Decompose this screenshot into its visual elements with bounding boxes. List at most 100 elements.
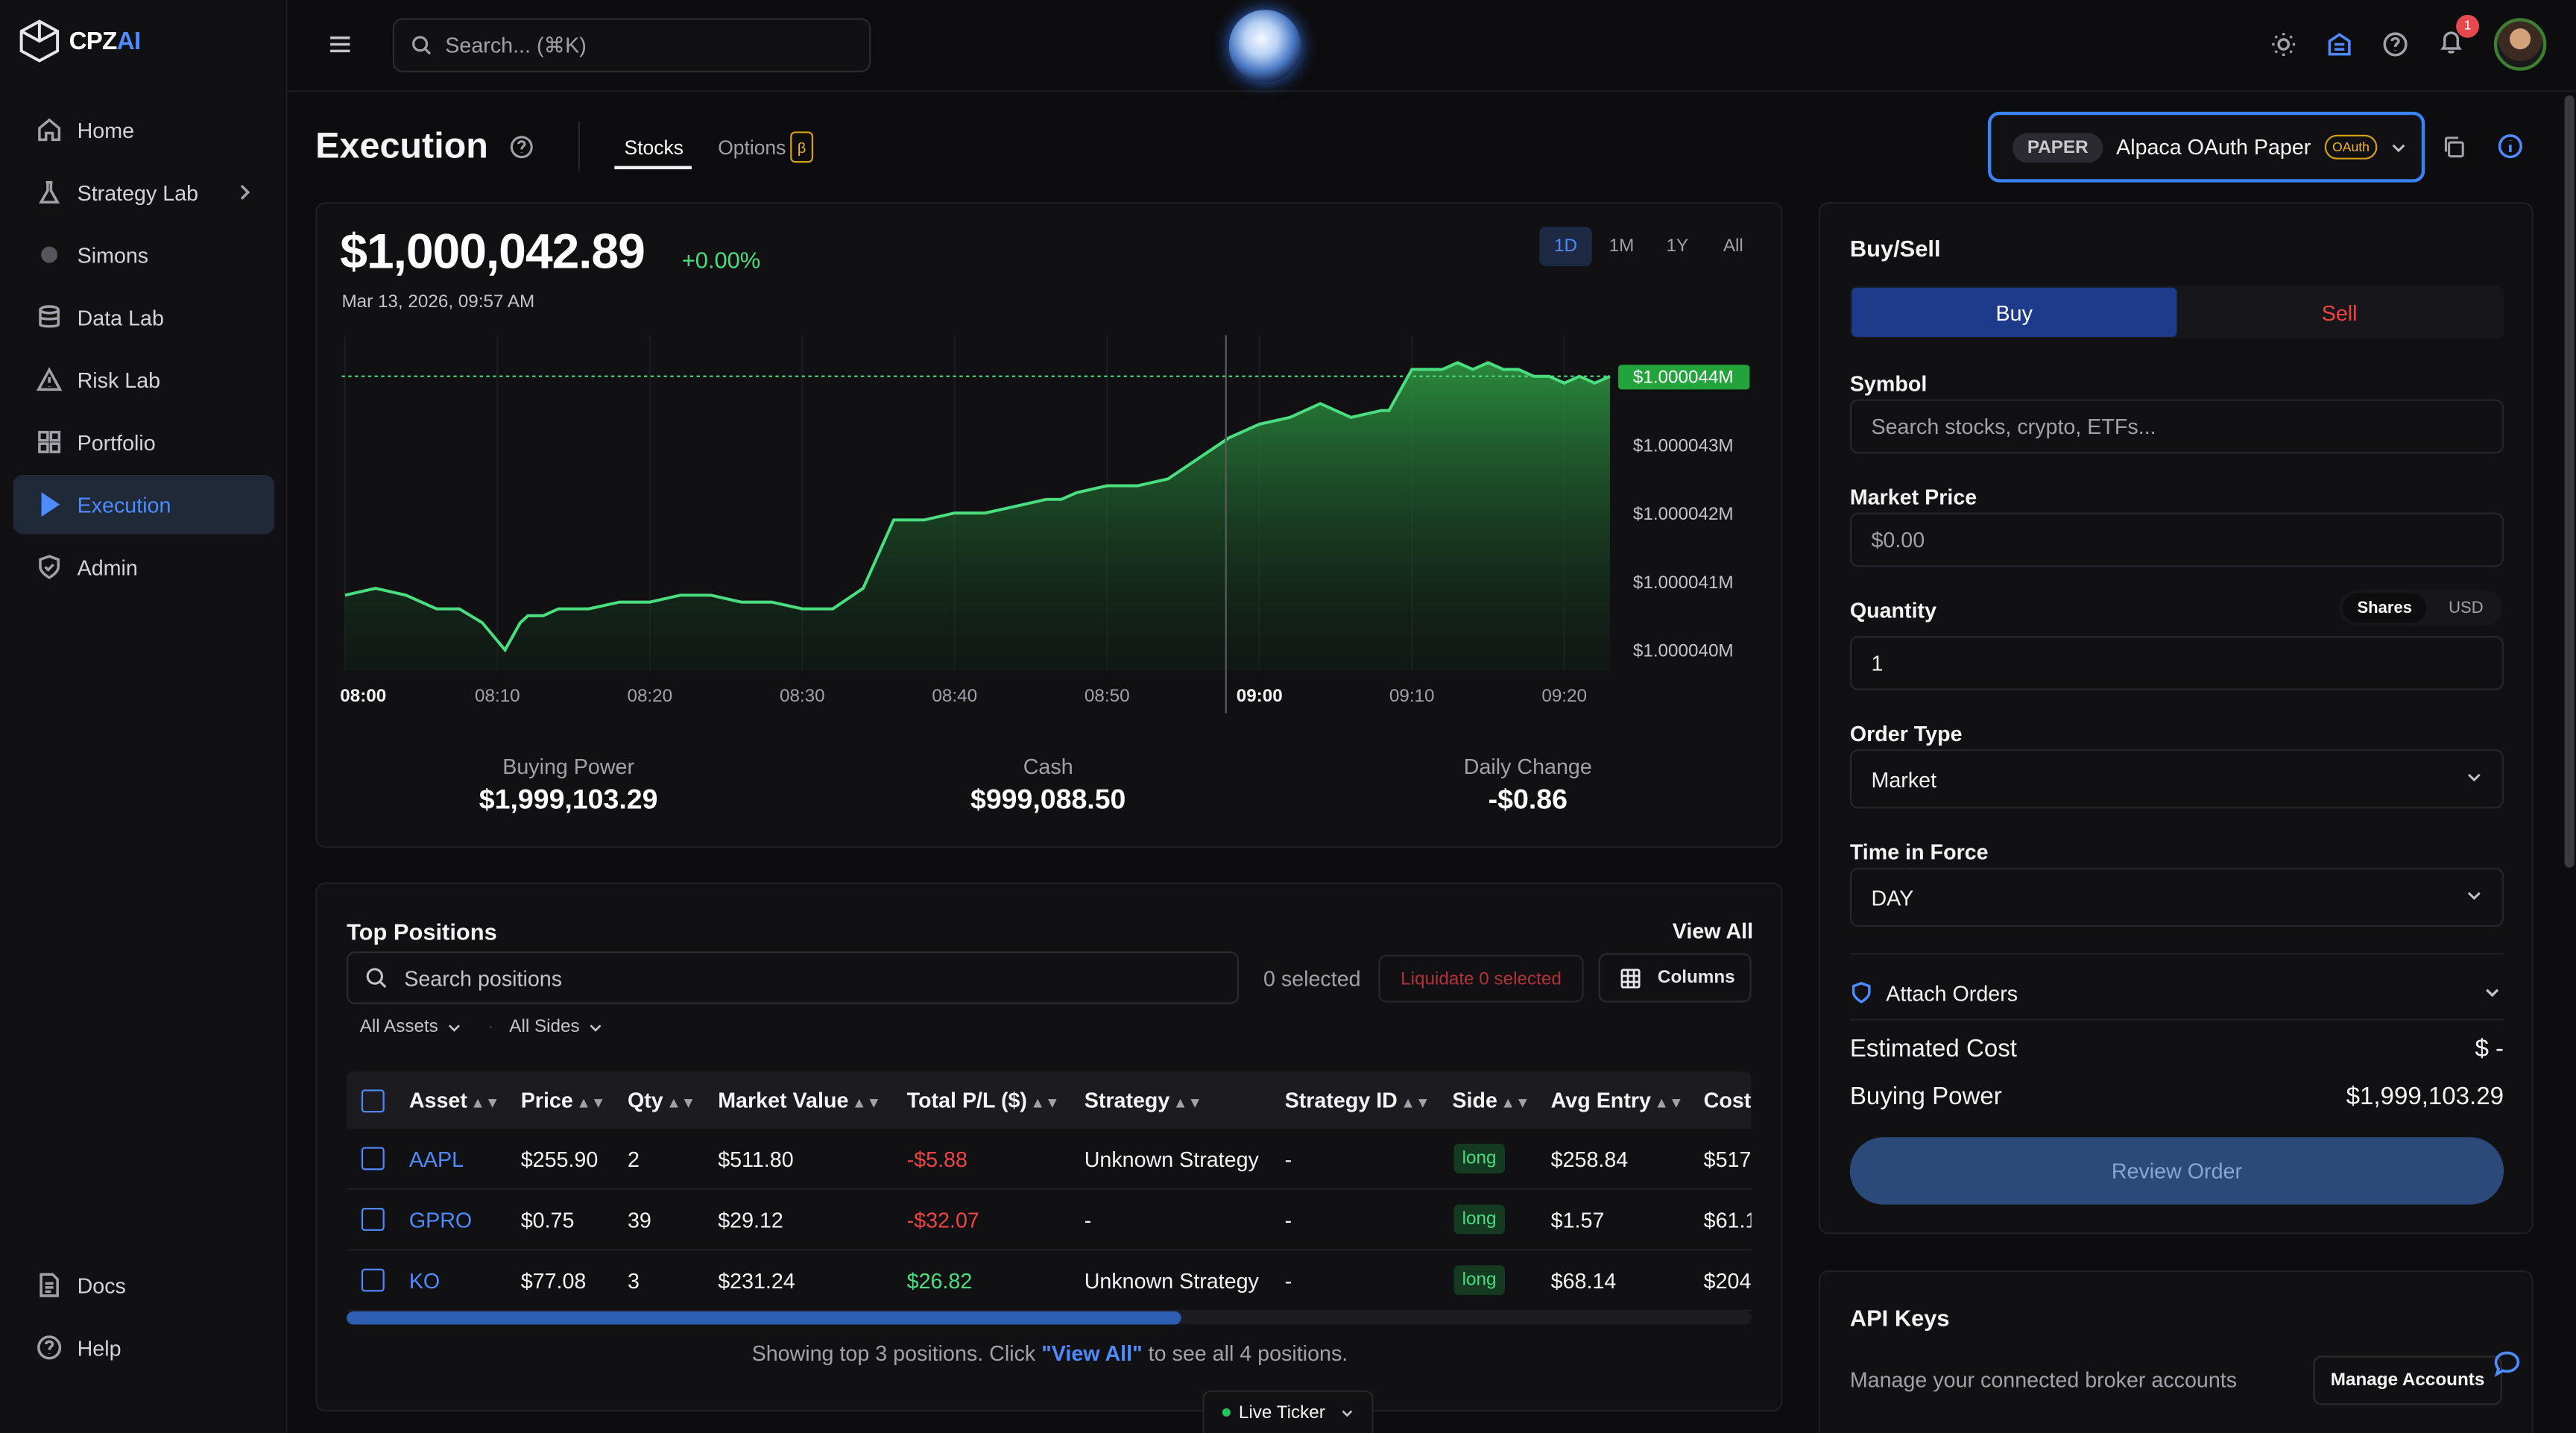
- view-all-link[interactable]: View All: [1672, 919, 1754, 944]
- copy-icon[interactable]: [2441, 135, 2466, 160]
- unit-shares-button[interactable]: Shares: [2343, 593, 2427, 623]
- filter-sides[interactable]: All Sides: [509, 1017, 602, 1037]
- columns-button[interactable]: Columns: [1598, 953, 1752, 1003]
- broker-account-selector[interactable]: PAPER Alpaca OAuth Paper OAuth: [1987, 111, 2425, 183]
- help-icon[interactable]: [509, 135, 534, 160]
- col-market-value[interactable]: Market Value ▲▼: [718, 1088, 882, 1113]
- positions-search-input[interactable]: Search positions: [347, 951, 1239, 1004]
- y-tick-label: $1.000042M: [1633, 504, 1734, 524]
- sidebar-item-docs[interactable]: Docs: [13, 1256, 274, 1314]
- sidebar-item-simons[interactable]: Simons: [13, 225, 274, 284]
- col-asset[interactable]: Asset ▲▼: [408, 1088, 500, 1113]
- review-order-button[interactable]: Review Order: [1849, 1137, 2504, 1205]
- chat-icon[interactable]: [2493, 1349, 2522, 1379]
- asset-link[interactable]: GPRO: [408, 1208, 473, 1233]
- help-icon[interactable]: [2382, 31, 2408, 57]
- building-icon[interactable]: [2326, 31, 2352, 57]
- side-badge: long: [1453, 1144, 1505, 1174]
- api-keys-title: API Keys: [1849, 1305, 1950, 1332]
- table-row[interactable]: KO $77.08 3 $231.24 $26.82 Unknown Strat…: [347, 1250, 1752, 1311]
- cell-strategy-id: -: [1284, 1268, 1292, 1294]
- range-1d[interactable]: 1D: [1539, 227, 1592, 267]
- symbol-input[interactable]: Search stocks, crypto, ETFs...: [1849, 399, 2504, 454]
- scrollbar-thumb[interactable]: [347, 1311, 1181, 1325]
- cell-price: $0.75: [520, 1208, 575, 1233]
- cell-price: $77.08: [520, 1268, 587, 1294]
- quantity-input[interactable]: 1: [1849, 635, 2504, 690]
- api-keys-description: Manage your connected broker accounts: [1849, 1367, 2238, 1392]
- select-all-checkbox[interactable]: [361, 1089, 385, 1113]
- positions-title: Top Positions: [347, 919, 497, 945]
- col-strategy[interactable]: Strategy ▲▼: [1084, 1088, 1203, 1113]
- asset-link[interactable]: AAPL: [408, 1147, 464, 1172]
- sell-button[interactable]: Sell: [2321, 300, 2358, 325]
- sidebar-item-label: Simons: [77, 242, 149, 268]
- chevron-down-icon: [2467, 892, 2481, 900]
- row-checkbox[interactable]: [361, 1268, 385, 1292]
- manage-accounts-button[interactable]: Manage Accounts: [2313, 1355, 2502, 1405]
- cell-pl: -$5.88: [906, 1147, 967, 1172]
- broker-name: Alpaca OAuth Paper: [2116, 134, 2311, 160]
- sidebar-item-home[interactable]: Home: [13, 100, 274, 159]
- assistant-orb[interactable]: [1228, 10, 1301, 83]
- tab-options[interactable]: Options: [718, 136, 786, 160]
- flask-icon: [39, 180, 60, 204]
- live-ticker-toggle[interactable]: Live Ticker: [1202, 1390, 1374, 1433]
- sidebar-item-help[interactable]: Help: [13, 1318, 274, 1377]
- tif-select[interactable]: DAY: [1849, 867, 2504, 927]
- order-ticket-card: [1818, 202, 2534, 1235]
- divider: [1849, 953, 2504, 955]
- global-search-input[interactable]: Search... (⌘K): [392, 18, 871, 72]
- x-tick-label: 08:20: [627, 686, 672, 706]
- table-row[interactable]: AAPL $255.90 2 $511.80 -$5.88 Unknown St…: [347, 1129, 1752, 1190]
- positions-table: Asset ▲▼ Price ▲▼ Qty ▲▼ Market Value ▲▼ Tot…: [347, 1071, 1752, 1326]
- sidebar-item-risk-lab[interactable]: Risk Lab: [13, 350, 274, 409]
- sidebar-item-data-lab[interactable]: Data Lab: [13, 288, 274, 347]
- liquidate-button[interactable]: Liquidate 0 selected: [1378, 954, 1584, 1003]
- sidebar-item-strategy-lab[interactable]: Strategy Lab: [13, 163, 274, 221]
- range-1m[interactable]: 1M: [1609, 236, 1635, 256]
- row-checkbox[interactable]: [361, 1208, 385, 1231]
- cell-cost: $517.68: [1703, 1147, 1752, 1172]
- equity-chart[interactable]: $1.000044M $1.000043M $1.000042M $1.000041M…: [329, 322, 1775, 733]
- range-all[interactable]: All: [1723, 236, 1743, 256]
- col-side[interactable]: Side ▲▼: [1452, 1088, 1530, 1113]
- sidebar-item-admin[interactable]: Admin: [13, 538, 274, 596]
- sidebar-item-execution[interactable]: Execution: [13, 474, 275, 535]
- asset-link[interactable]: KO: [408, 1268, 441, 1294]
- table-icon: [1620, 968, 1641, 988]
- attach-orders-toggle[interactable]: Attach Orders: [1850, 976, 2504, 1009]
- col-avg-entry[interactable]: Avg Entry ▲▼: [1550, 1088, 1684, 1113]
- chevron-down-icon: [448, 1024, 460, 1031]
- page-scrollbar[interactable]: [2563, 92, 2576, 1433]
- logo[interactable]: CPZAI: [19, 19, 141, 63]
- col-cost[interactable]: Cost: [1703, 1088, 1752, 1113]
- cell-strategy-id: -: [1284, 1208, 1292, 1233]
- info-icon[interactable]: [2497, 133, 2523, 160]
- stat-label: Daily Change: [1463, 754, 1592, 779]
- scrollbar-thumb[interactable]: [2564, 95, 2575, 868]
- notifications-button[interactable]: 1: [2438, 13, 2479, 61]
- table-row[interactable]: GPRO $0.75 39 $29.12 -$32.07 - - long $1…: [347, 1190, 1752, 1251]
- menu-icon[interactable]: [327, 31, 353, 57]
- view-all-inline-link[interactable]: "View All": [1041, 1341, 1143, 1366]
- filter-assets[interactable]: All Assets: [360, 1017, 461, 1037]
- live-status-dot: [1222, 1408, 1231, 1417]
- x-tick-label: 09:00: [1237, 686, 1283, 706]
- row-checkbox[interactable]: [361, 1147, 385, 1171]
- unit-usd-button[interactable]: USD: [2449, 599, 2484, 617]
- sidebar-item-portfolio[interactable]: Portfolio: [13, 412, 274, 471]
- avatar[interactable]: [2493, 18, 2547, 71]
- x-tick-label: 08:30: [780, 686, 825, 706]
- range-1y[interactable]: 1Y: [1666, 236, 1689, 256]
- sun-icon[interactable]: [2270, 31, 2296, 57]
- chevron-down-icon: [2467, 773, 2481, 782]
- buy-button[interactable]: Buy: [1852, 287, 2177, 337]
- col-total-pl[interactable]: Total P/L ($) ▲▼: [906, 1088, 1060, 1113]
- order-type-select[interactable]: Market: [1849, 749, 2504, 809]
- tab-stocks[interactable]: Stocks: [624, 136, 684, 160]
- col-qty[interactable]: Qty ▲▼: [627, 1088, 696, 1113]
- col-price[interactable]: Price ▲▼: [520, 1088, 606, 1113]
- table-horizontal-scrollbar[interactable]: [347, 1311, 1752, 1325]
- col-strategy-id[interactable]: Strategy ID ▲▼: [1284, 1088, 1430, 1113]
